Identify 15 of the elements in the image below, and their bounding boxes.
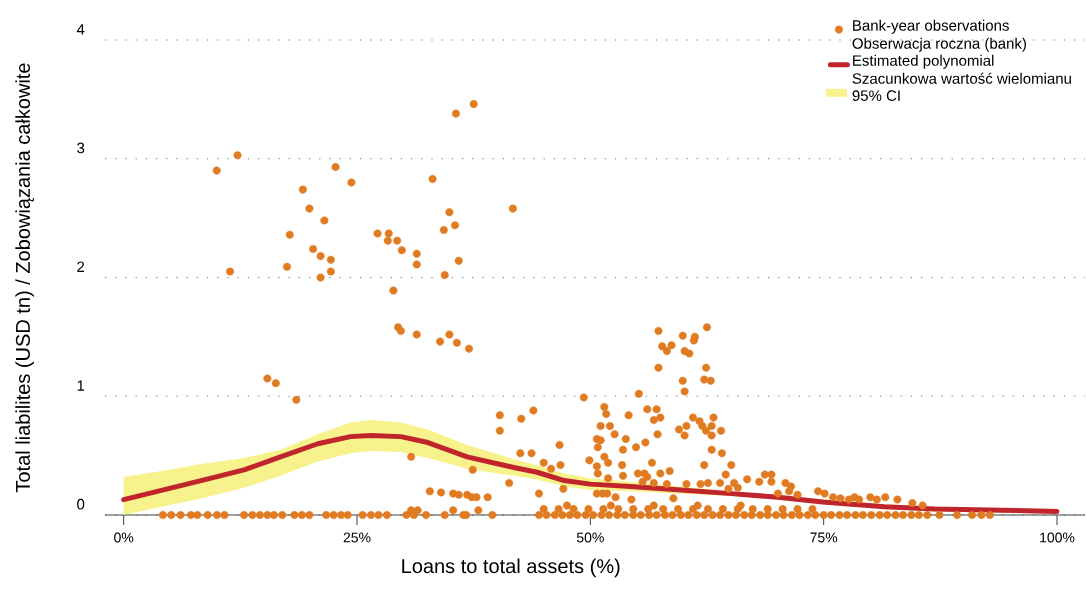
- x-tick-label: 0%: [114, 532, 134, 543]
- x-tick-label: 50%: [576, 532, 604, 543]
- x-tick-label: 25%: [343, 532, 371, 543]
- y-tick-label: 3: [77, 142, 85, 154]
- y-tick-label: 1: [77, 380, 85, 391]
- x-tick-label: 75%: [810, 532, 838, 543]
- legend-label: Bank-year observations Obserwacja roczna (bank): [852, 19, 1026, 52]
- y-tick-label: 2: [77, 261, 85, 272]
- y-tick-label: 0: [77, 498, 85, 510]
- legend-label: Estimated polynomial Szacunkowa wartość wielomianu: [852, 54, 1071, 84]
- y-axis-title: Total liabilites (USD tn) / Zobowiązania całkowite: [15, 63, 34, 493]
- x-axis-title: Loans to total assets (%): [402, 558, 620, 578]
- annotation: 95% CI: [852, 90, 900, 101]
- y-tick-label: 4: [76, 24, 85, 35]
- x-tick-label: 100%: [1040, 532, 1075, 543]
